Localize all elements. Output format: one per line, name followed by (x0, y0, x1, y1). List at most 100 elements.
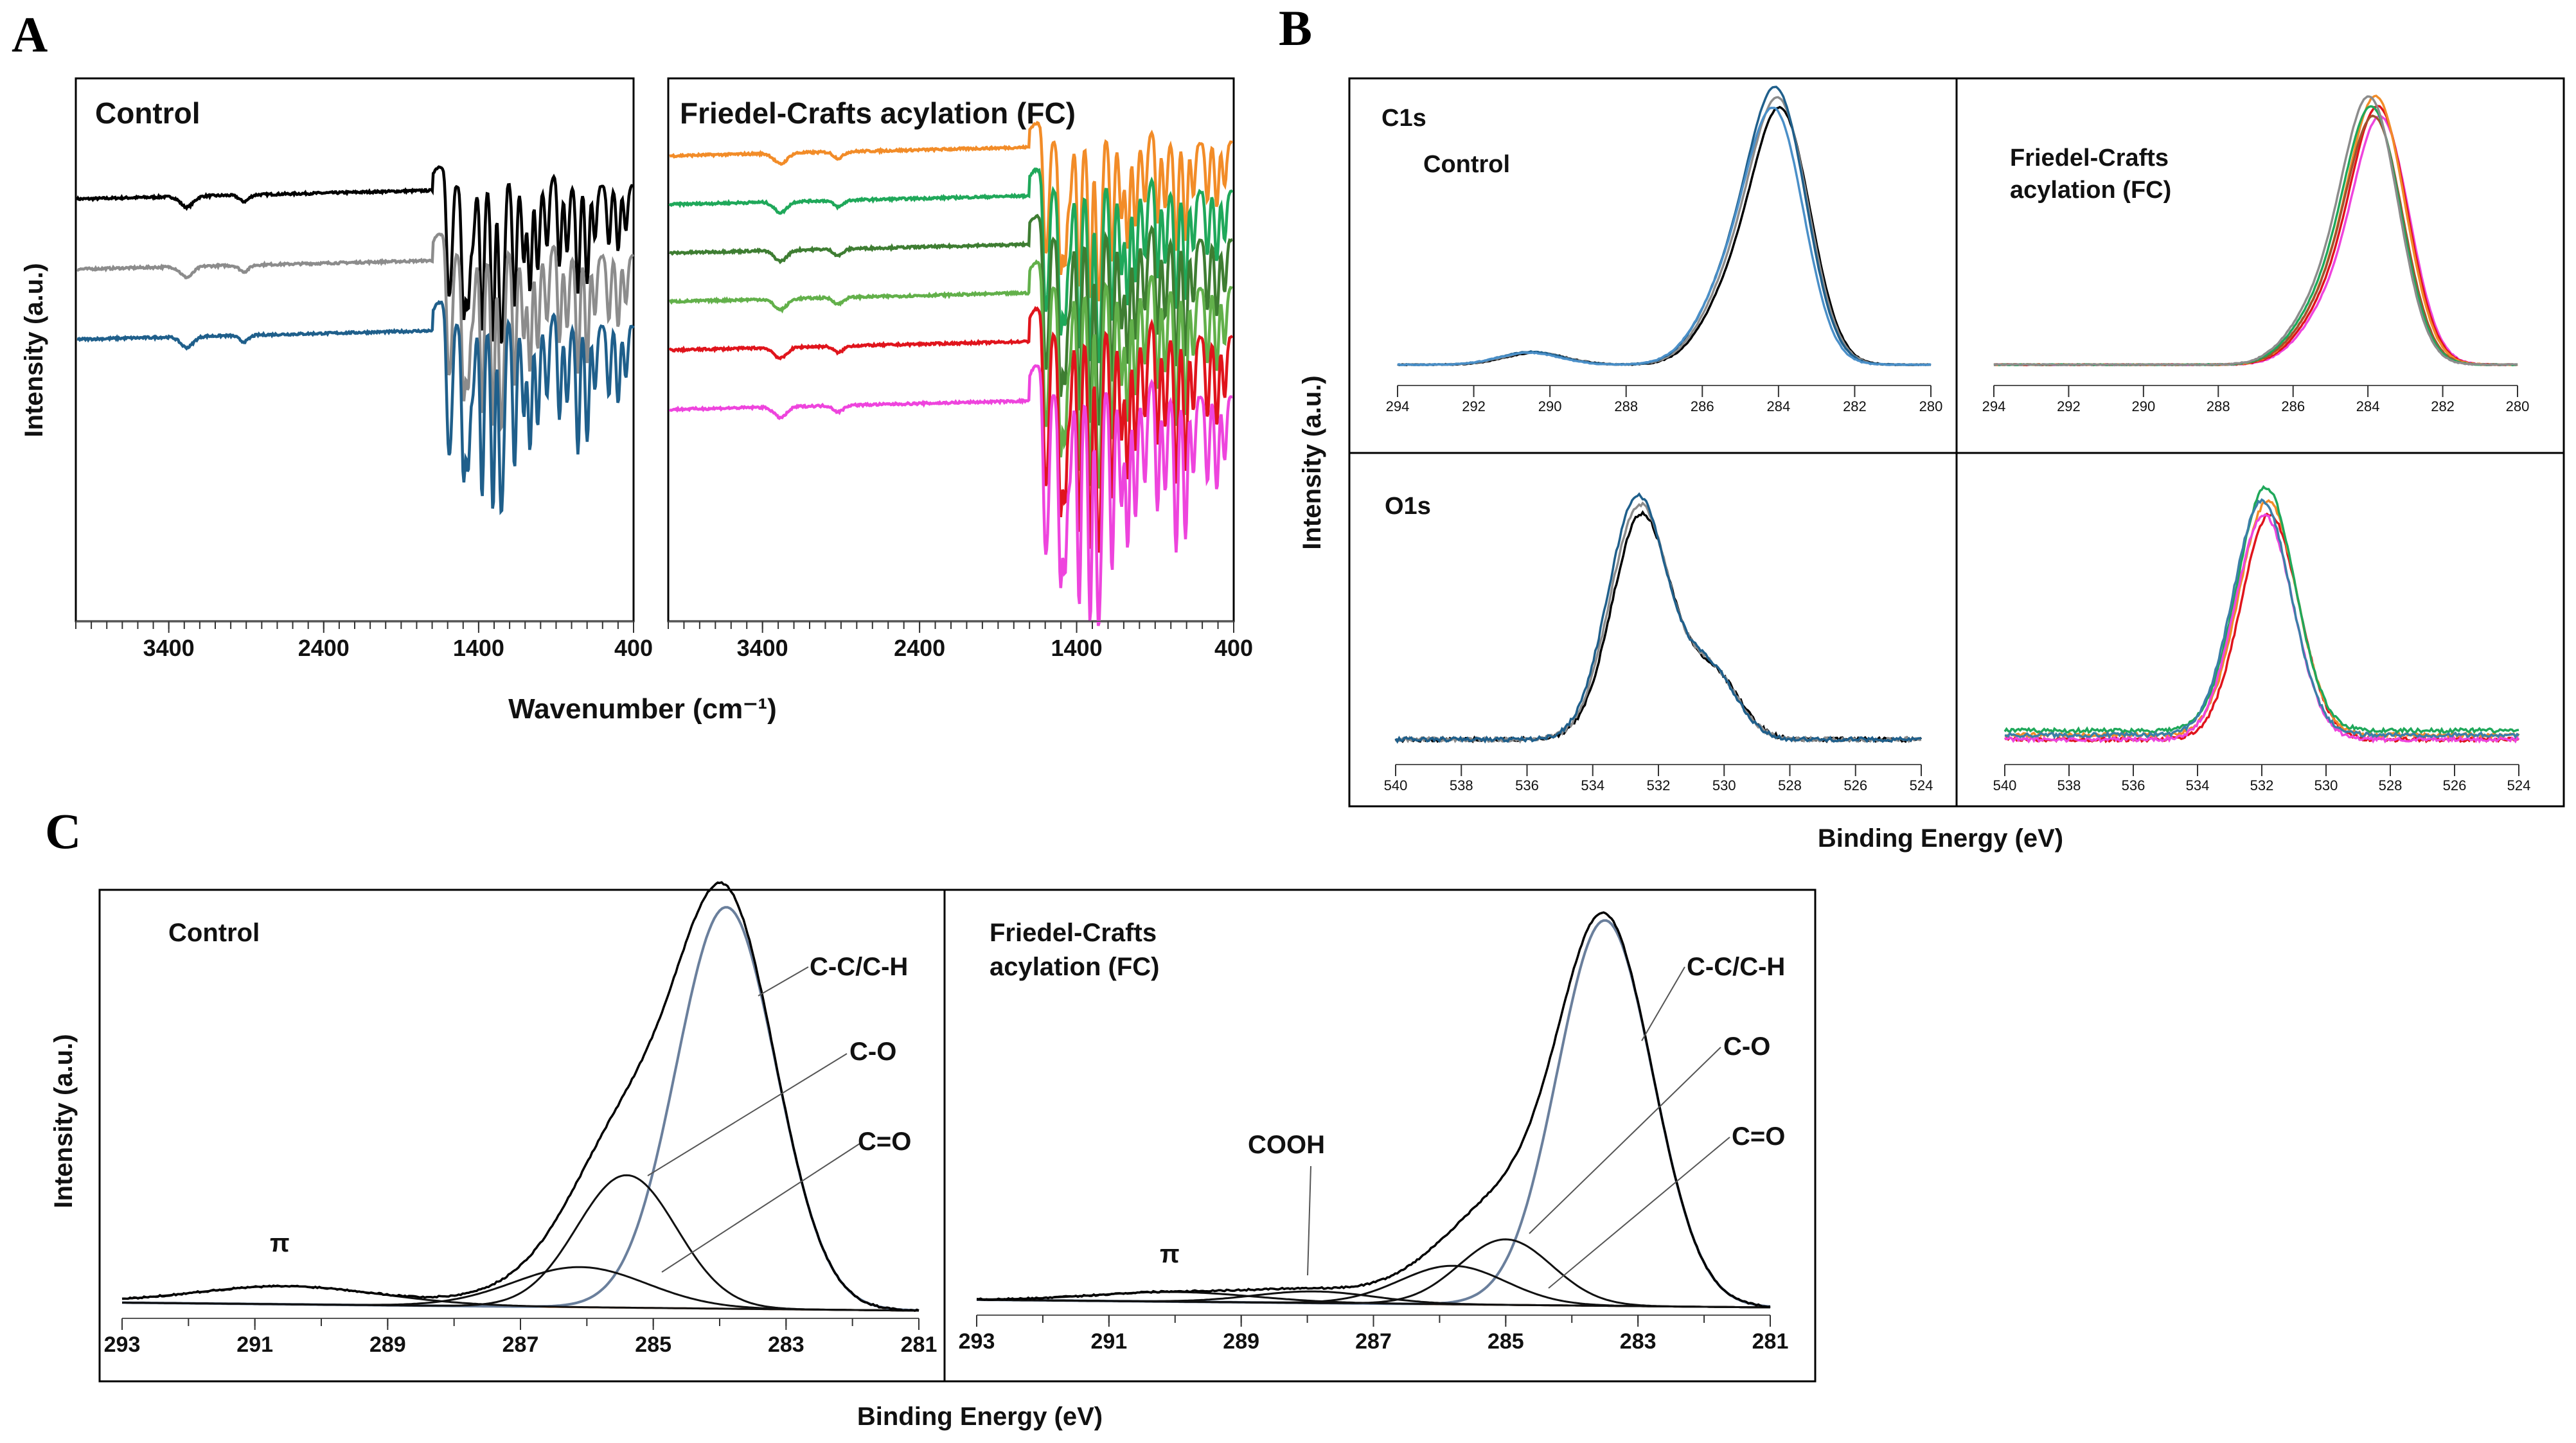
b-o1s-tick-label: 532 (1647, 777, 1671, 793)
b-c1s-tick-label: 292 (2057, 398, 2081, 414)
b-o1s-tick-label: 532 (2250, 777, 2274, 793)
panel-c-fc-title-line2: acylation (FC) (990, 953, 1159, 981)
panel-b-x-label: Binding Energy (eV) (1818, 824, 2063, 853)
b-o1s-tick-label: 538 (1450, 777, 1473, 793)
b-o1s-tick-label: 534 (2186, 777, 2210, 793)
panel-a-fc-title: Friedel-Crafts acylation (FC) (680, 96, 1076, 130)
panel-a-x-label: Wavenumber (cm⁻¹) (508, 693, 777, 725)
c-envelope (121, 881, 919, 1312)
A-fc-plot-series-line (669, 213, 1233, 426)
panel-a-fc-plot (668, 121, 1234, 626)
panel-b: 294 292 290 288 286 284 282 280 294 292 290 288 286 2… (1298, 77, 2565, 853)
c-leader-line (1641, 966, 1685, 1041)
b-o1s-tick-label: 540 (1384, 777, 1408, 793)
b-series-line (1397, 105, 1932, 367)
b-c1s-tick-label: 284 (2356, 398, 2380, 414)
A-fc-plot-series-line (668, 167, 1234, 364)
panel-b-control-title: Control (1423, 151, 1510, 178)
panel-letter-a: A (12, 6, 48, 62)
panel-c-plots: 293 291 289 287 285 283 281 293 291 289 287 285 283 2… (104, 881, 1789, 1357)
c-envelope (976, 911, 1771, 1309)
b-c1s-tick-label: 282 (2431, 398, 2455, 414)
panel-c-control-label-co: C-O (849, 1038, 896, 1066)
b-o1s-tick-label: 530 (2314, 777, 2338, 793)
panel-c-control-label-pi: π (270, 1229, 290, 1257)
b-o1s-tick-label: 530 (1712, 777, 1736, 793)
c-C_fc-tick-label: 285 (1488, 1329, 1524, 1354)
b-c1s-tick-label: 288 (1614, 398, 1638, 414)
A-control-plot-series-line (76, 232, 635, 433)
b-series-line (2003, 513, 2520, 744)
panel-a-control-title: Control (95, 96, 200, 130)
c-leader-line (647, 1053, 848, 1176)
b-series-line (1993, 95, 2518, 367)
panel-b-fc-title-line1: Friedel-Crafts (2010, 145, 2169, 172)
c-leader-line (1548, 1137, 1730, 1289)
b-c1s-tick-label: 290 (1538, 398, 1562, 414)
b-c1s-tick-label: 292 (1462, 398, 1486, 414)
b-o1s-tick-label: 534 (1581, 777, 1604, 793)
b-series-line (2004, 499, 2520, 739)
panel-letter-c: C (45, 803, 81, 859)
b-o1s-tick-label: 540 (1993, 777, 2017, 793)
c-C_control-tick-label: 293 (104, 1332, 141, 1357)
a-fc-tick-label: 2400 (894, 635, 945, 661)
c-C_fc-tick-label: 283 (1620, 1329, 1657, 1354)
b-o1s-tick-label: 526 (2443, 777, 2467, 793)
b-c1s-tick-label: 282 (1843, 398, 1867, 414)
b-c1s-tick-label: 286 (1691, 398, 1714, 414)
A-control-plot-series-line (75, 165, 634, 344)
A-control-plot-series-line (76, 299, 635, 515)
c-component-C-C/C-H (122, 906, 919, 1312)
b-c1s-tick-label: 280 (2506, 398, 2530, 414)
A-fc-plot-series-line (668, 364, 1233, 626)
b-series-line (1397, 96, 1932, 367)
b-c1s-tick-label: 284 (1766, 398, 1790, 414)
c-leader-line (1307, 1165, 1311, 1276)
c-C_fc-tick-label: 293 (959, 1329, 995, 1354)
b-o1s-tick-label: 528 (1778, 777, 1802, 793)
c-leader-line (1529, 1047, 1721, 1234)
b-o1s-tick-label: 524 (2507, 777, 2531, 793)
b-o1s-tick-label: 538 (2057, 777, 2081, 793)
b-o1s-tick-label: 524 (1910, 777, 1933, 793)
panel-a-control-xaxis: 3400 2400 1400 400 (75, 621, 653, 661)
c-C_control-tick-label: 287 (502, 1332, 539, 1357)
b-o1s-tick-label: 536 (1515, 777, 1539, 793)
b-series-line (2003, 484, 2519, 735)
panel-b-plots: 294 292 290 288 286 284 282 280 294 292 290 288 286 2… (1384, 85, 2531, 793)
b-series-line (2003, 512, 2519, 744)
b-c1s-tick-label: 286 (2281, 398, 2305, 414)
panel-c-fc-label-cooh: COOH (1248, 1131, 1325, 1159)
a-fc-tick-label: 1400 (1051, 635, 1103, 661)
panel-a-control-plot (75, 165, 635, 515)
c-C_fc-tick-label: 281 (1752, 1329, 1789, 1354)
b-series-line (1397, 107, 1932, 367)
c-C_control-tick-label: 281 (901, 1332, 937, 1357)
b-c1s-tick-label: 280 (1919, 398, 1943, 414)
a-fc-tick-label: 3400 (737, 635, 788, 661)
panel-c-control-label-cdo: C=O (858, 1128, 911, 1156)
panel-a-fc-xaxis: 3400 2400 1400 400 (668, 621, 1253, 661)
panel-c-fc-title-line1: Friedel-Crafts (990, 919, 1157, 947)
A-fc-plot-series-line (669, 259, 1233, 489)
c-C_control-tick-label: 285 (635, 1332, 671, 1357)
b-series-line (2004, 498, 2520, 739)
panel-c-fc-label-cdo: C=O (1732, 1122, 1785, 1151)
panel-a-y-label: Intensity (a.u.) (20, 263, 48, 437)
panel-b-c1s-label: C1s (1381, 105, 1426, 132)
a-control-tick-label: 1400 (453, 635, 504, 661)
c-C_control-tick-label: 283 (768, 1332, 804, 1357)
a-control-tick-label: 400 (614, 635, 653, 661)
b-o1s-tick-label: 536 (2122, 777, 2145, 793)
panel-c-frame (98, 889, 1817, 1383)
c-leader-line (661, 1143, 860, 1273)
c-C_control-tick-label: 291 (236, 1332, 273, 1357)
b-series-line (1397, 85, 1932, 367)
panel-c-control-label-cc: C-C/C-H (810, 953, 908, 981)
panel-c-x-label: Binding Energy (eV) (857, 1403, 1103, 1431)
b-series-line (1993, 94, 2518, 367)
panel-c-y-label: Intensity (a.u.) (49, 1034, 78, 1208)
a-control-tick-label: 2400 (298, 635, 350, 661)
